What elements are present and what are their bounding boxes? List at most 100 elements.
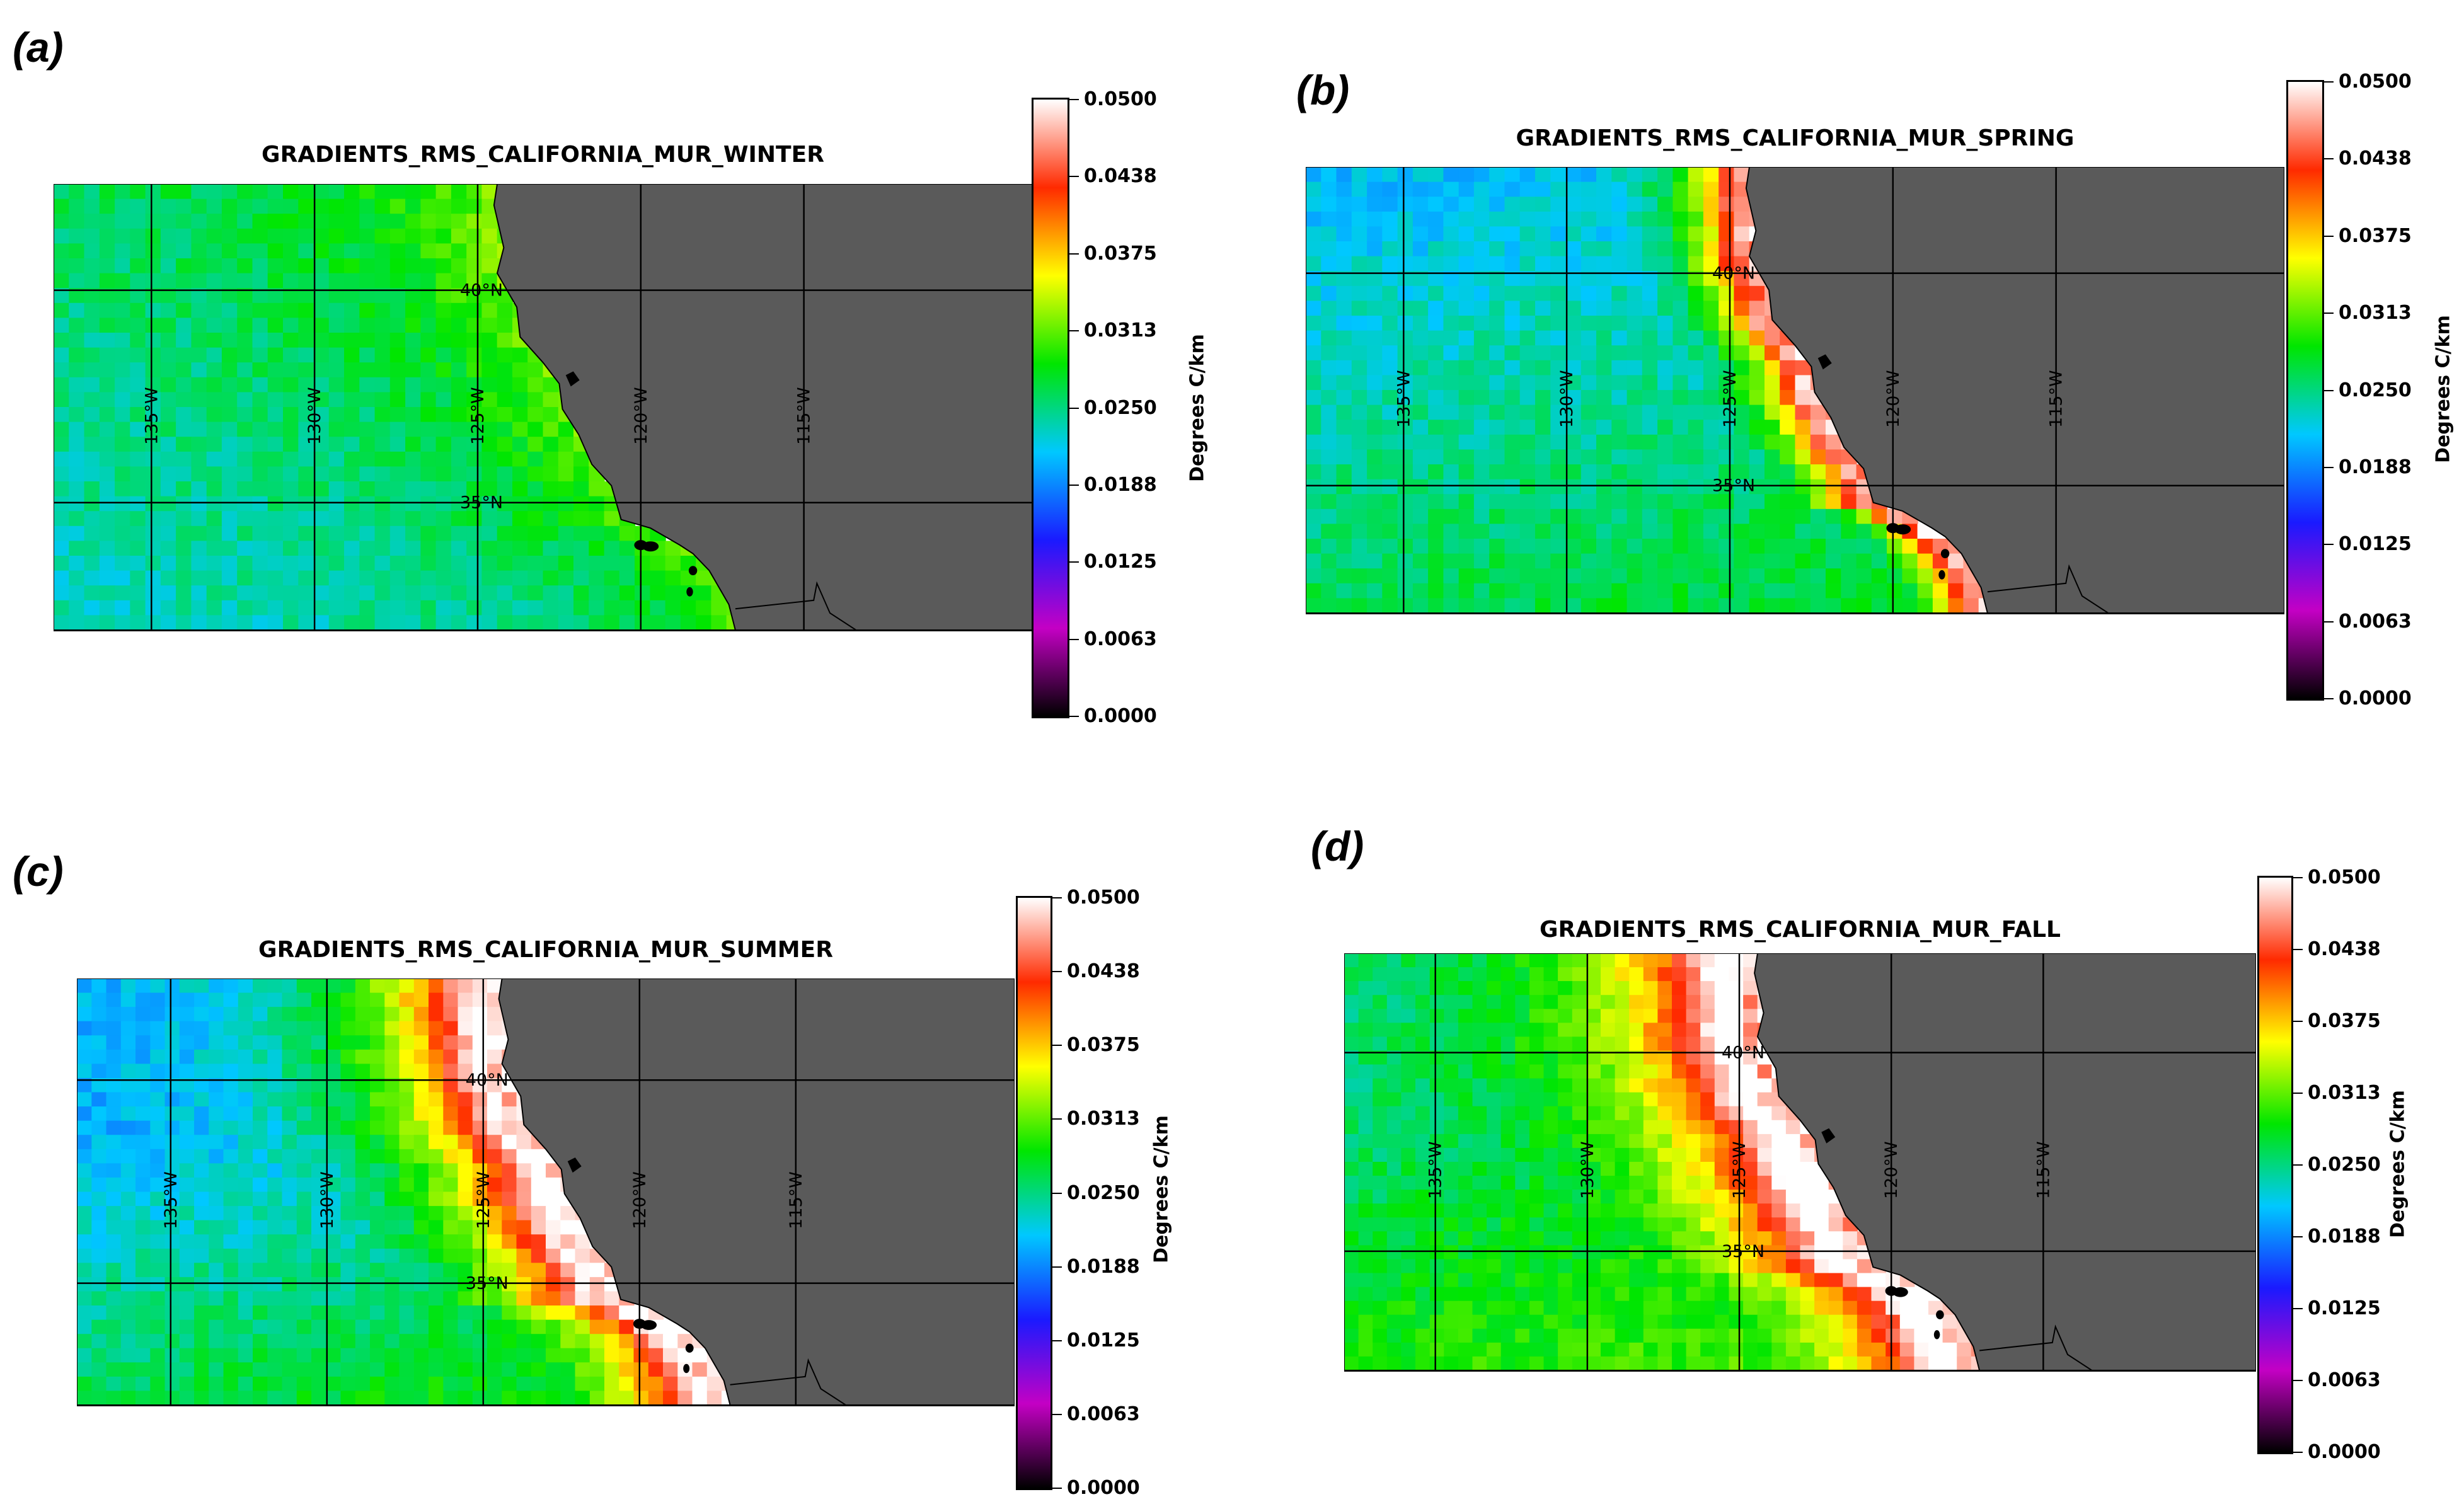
ocean-cell xyxy=(1382,375,1398,391)
ocean-cell xyxy=(191,333,207,348)
ocean-cell xyxy=(1535,568,1552,584)
ocean-cell xyxy=(1558,1162,1573,1177)
ocean-cell xyxy=(253,1248,268,1264)
ocean-cell xyxy=(176,466,192,482)
ocean-cell xyxy=(413,1319,430,1335)
ocean-cell xyxy=(1749,508,1765,525)
ocean-cell xyxy=(648,1391,664,1405)
ocean-cell xyxy=(223,1206,239,1221)
ocean-cell xyxy=(1657,583,1674,599)
ocean-cell xyxy=(1473,539,1490,554)
ocean-cell xyxy=(296,1035,313,1050)
ocean-cell xyxy=(619,1376,635,1392)
ocean-cell xyxy=(1386,1023,1402,1038)
ocean-cell xyxy=(1932,598,1949,613)
ocean-cell xyxy=(1529,1036,1545,1052)
ocean-cell xyxy=(451,273,468,289)
ocean-cell xyxy=(1428,345,1444,361)
ocean-cell xyxy=(1615,1203,1630,1219)
ocean-cell xyxy=(1515,1162,1530,1177)
ocean-cell xyxy=(389,243,406,259)
ocean-cell xyxy=(1718,330,1735,347)
ocean-cell xyxy=(282,1120,297,1136)
ocean-cell xyxy=(1373,1064,1388,1079)
ocean-cell xyxy=(1757,1078,1773,1093)
ocean-cell xyxy=(1572,1050,1587,1065)
ocean-cell xyxy=(1700,1287,1715,1302)
ocean-cell xyxy=(604,570,620,587)
ocean-cell xyxy=(558,615,575,630)
ocean-cell xyxy=(1643,1106,1659,1121)
ocean-cell xyxy=(1565,405,1582,421)
ocean-cell xyxy=(328,556,345,571)
ocean-cell xyxy=(466,347,483,364)
ocean-cell xyxy=(106,1021,122,1036)
ocean-cell xyxy=(91,1021,107,1036)
ocean-cell xyxy=(1800,1356,1816,1370)
ocean-cell xyxy=(1397,598,1413,613)
ocean-cell xyxy=(1572,1092,1587,1107)
ocean-cell xyxy=(150,1106,166,1122)
ocean-cell xyxy=(1688,583,1704,599)
ocean-cell xyxy=(1358,1050,1374,1065)
ocean-cell xyxy=(573,511,590,527)
ocean-cell xyxy=(1629,1064,1644,1079)
ocean-cell xyxy=(1535,316,1552,331)
ocean-cell xyxy=(1382,167,1398,183)
ocean-cell xyxy=(326,1348,342,1363)
ocean-cell xyxy=(1428,568,1444,584)
ocean-cell xyxy=(1814,1231,1829,1246)
ocean-cell xyxy=(1657,479,1674,495)
ocean-cell xyxy=(1572,953,1587,968)
ocean-cell xyxy=(1358,1287,1374,1302)
ocean-cell xyxy=(1397,494,1413,510)
ocean-cell xyxy=(1841,583,1857,599)
ocean-cell xyxy=(1887,553,1903,570)
ocean-cell xyxy=(458,1291,473,1307)
ocean-cell xyxy=(340,1135,356,1150)
ocean-cell xyxy=(635,525,651,542)
ocean-cell xyxy=(405,273,422,289)
ocean-cell xyxy=(1487,1273,1502,1288)
ocean-cell xyxy=(1500,967,1516,982)
ocean-cell xyxy=(120,1234,137,1249)
ocean-cell xyxy=(1672,981,1687,996)
ocean-cell xyxy=(238,1092,254,1108)
ocean-cell xyxy=(298,481,314,497)
ocean-cell xyxy=(429,1163,444,1178)
ocean-cell xyxy=(1489,464,1505,480)
ocean-cell xyxy=(1657,1217,1672,1232)
ocean-cell xyxy=(1657,1050,1672,1065)
ocean-cell xyxy=(1504,211,1521,227)
ocean-cell xyxy=(1843,1314,1858,1329)
ocean-cell xyxy=(176,511,192,527)
ocean-cell xyxy=(1386,1147,1402,1162)
ocean-cell xyxy=(389,318,406,333)
ocean-cell xyxy=(1306,316,1322,331)
ocean-cell xyxy=(1626,524,1643,539)
ocean-cell xyxy=(84,585,100,601)
ocean-cell xyxy=(1672,1259,1687,1274)
ocean-cell xyxy=(1565,464,1582,480)
ocean-cell xyxy=(1580,524,1598,539)
ocean-cell xyxy=(91,1391,107,1405)
ocean-cell xyxy=(1515,1356,1530,1370)
ocean-cell xyxy=(313,333,330,348)
ocean-cell xyxy=(1629,1190,1644,1205)
ocean-cell xyxy=(77,1334,93,1349)
ocean-cell xyxy=(1500,1231,1516,1246)
ocean-cell xyxy=(359,347,376,364)
ocean-cell xyxy=(206,481,222,497)
ocean-cell xyxy=(1519,568,1536,584)
lat-label: 35°N xyxy=(1722,1242,1765,1261)
ocean-cell xyxy=(209,1078,224,1093)
lon-label: 130°W xyxy=(1557,370,1577,428)
ocean-cell xyxy=(370,1078,386,1093)
ocean-cell xyxy=(340,1064,356,1079)
ocean-cell xyxy=(1543,1176,1559,1191)
ocean-cell xyxy=(451,258,468,274)
ocean-cell xyxy=(1596,420,1613,435)
ocean-cell xyxy=(311,1248,327,1264)
ocean-cell xyxy=(1703,568,1720,584)
ocean-cell xyxy=(106,1291,122,1307)
